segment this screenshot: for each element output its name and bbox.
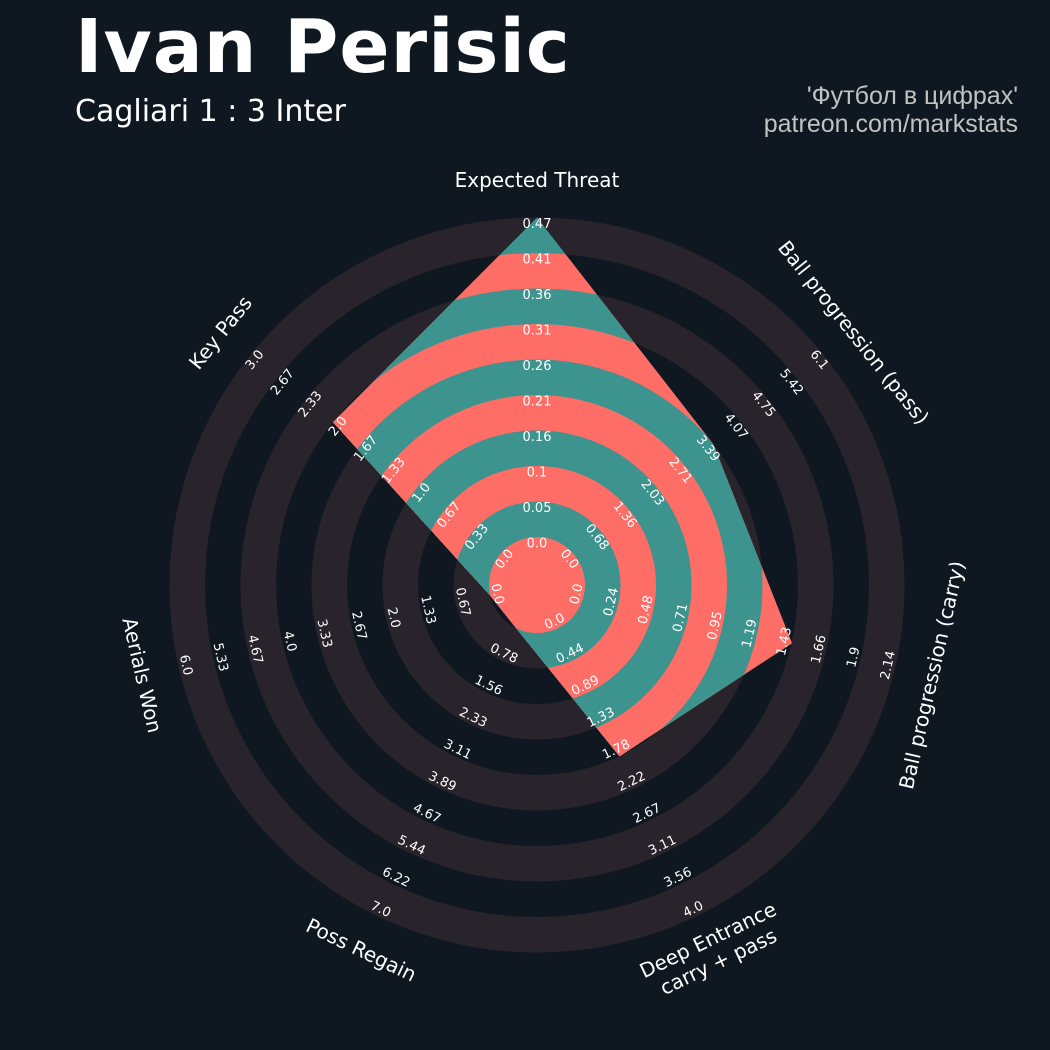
player-name: Ivan Perisic	[75, 4, 571, 90]
param-label: Expected Threat	[455, 168, 620, 192]
tick-label: 1.43	[774, 626, 795, 658]
tick-label: 0.1	[527, 466, 548, 481]
tick-label: 0.21	[523, 395, 552, 410]
tick-label: 2.14	[878, 649, 899, 681]
tick-label: 1.66	[809, 634, 830, 666]
tick-label: 0.0	[567, 582, 586, 606]
credit-channel: 'Футбол в цифрах'	[806, 82, 1018, 110]
tick-label: 0.24	[601, 586, 622, 618]
tick-label: 0.36	[523, 288, 552, 303]
value-ring	[489, 537, 585, 633]
tick-label: 0.95	[705, 610, 726, 642]
tick-label: 2.67	[348, 610, 369, 642]
tick-label: 6.0	[176, 653, 195, 677]
tick-label: 0.16	[523, 430, 552, 445]
tick-label: 4.0	[280, 630, 299, 654]
match-score: Cagliari 1 : 3 Inter	[75, 94, 346, 129]
tick-label: 1.19	[739, 618, 760, 650]
tick-label: 0.31	[523, 324, 552, 339]
tick-label: 1.9	[844, 646, 863, 670]
tick-label: 0.0	[487, 582, 506, 606]
tick-label: 5.33	[210, 642, 231, 674]
tick-label: 0.41	[523, 253, 552, 268]
tick-label: 0.05	[523, 501, 552, 516]
tick-label: 0.71	[670, 602, 691, 634]
param-label: Aerials Won	[117, 615, 167, 735]
credit-url: patreon.com/markstats	[763, 110, 1018, 138]
tick-label: 0.26	[523, 359, 552, 374]
tick-label: 2.0	[384, 606, 403, 630]
tick-label: 0.48	[636, 594, 657, 626]
tick-label: 4.67	[244, 634, 265, 666]
tick-label: 0.67	[452, 586, 473, 618]
param-label: Ball progression (carry)	[894, 559, 970, 792]
tick-label: 3.33	[313, 618, 334, 650]
tick-label: 1.33	[417, 594, 438, 626]
tick-label: 0.47	[523, 217, 552, 232]
tick-label: 0.0	[527, 537, 548, 552]
